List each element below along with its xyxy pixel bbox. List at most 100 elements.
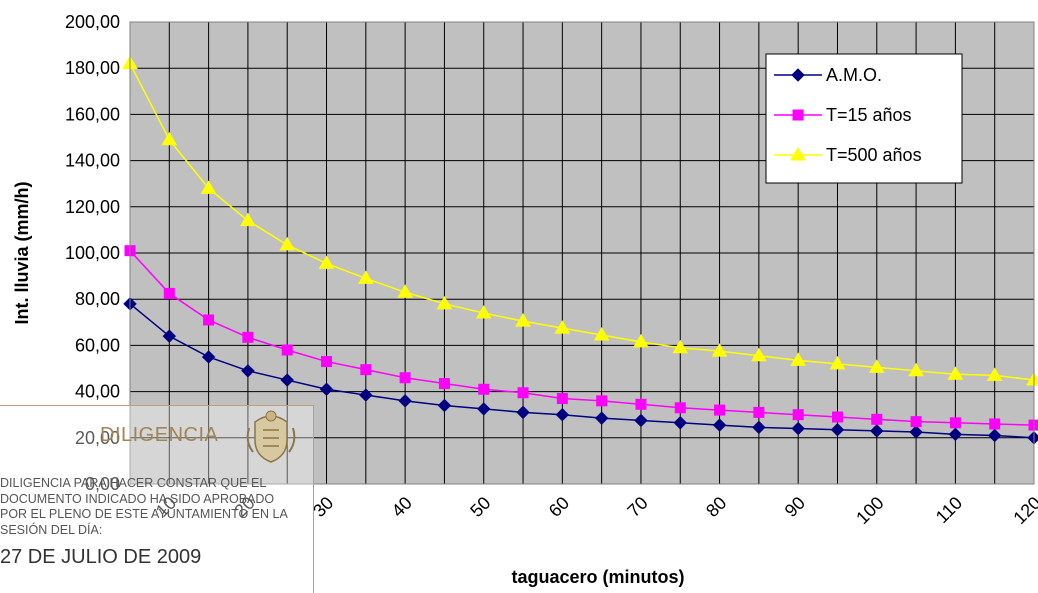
data-point bbox=[871, 413, 883, 425]
y-tick-label: 120,00 bbox=[65, 197, 120, 217]
y-tick-label: 100,00 bbox=[65, 243, 120, 263]
data-point bbox=[357, 270, 374, 284]
legend-entry: T=500 años bbox=[774, 145, 922, 165]
y-tick-label: 0,00 bbox=[85, 474, 120, 494]
x-axis-title: taguacero (minutos) bbox=[511, 567, 684, 587]
data-point bbox=[163, 287, 175, 299]
legend-marker bbox=[792, 109, 804, 121]
data-point bbox=[241, 364, 255, 378]
y-tick-label: 140,00 bbox=[65, 151, 120, 171]
legend-label: T=15 años bbox=[826, 105, 912, 125]
data-point bbox=[792, 409, 804, 421]
data-point bbox=[594, 411, 609, 425]
data-point bbox=[634, 413, 648, 428]
data-point bbox=[556, 393, 568, 405]
x-tick-label: 60 bbox=[545, 493, 573, 521]
x-tick-label: 50 bbox=[466, 493, 494, 521]
x-tick-label: 100 bbox=[852, 493, 887, 528]
data-point bbox=[242, 331, 254, 343]
data-point bbox=[790, 352, 807, 366]
data-point bbox=[672, 339, 689, 354]
data-point bbox=[517, 387, 529, 399]
data-point bbox=[240, 212, 256, 227]
data-point bbox=[791, 421, 805, 436]
data-point bbox=[438, 378, 450, 390]
y-tick-labels: 0,00 20,00 40,00 60,00 80,00 100,00 120,00 140,… bbox=[65, 12, 120, 494]
data-point bbox=[593, 327, 610, 341]
data-point bbox=[203, 314, 215, 326]
data-point bbox=[830, 423, 845, 437]
data-point bbox=[515, 313, 531, 327]
stamp-date: 27 DE JULIO DE 2009 bbox=[0, 546, 202, 568]
x-tick-label: 120 bbox=[1009, 493, 1038, 528]
data-point bbox=[279, 236, 296, 251]
data-point bbox=[477, 402, 491, 416]
data-point bbox=[280, 373, 294, 387]
data-point bbox=[516, 405, 530, 420]
data-point bbox=[987, 428, 1002, 443]
data-point bbox=[986, 367, 1003, 381]
data-point bbox=[399, 372, 411, 384]
x-tick-label: 40 bbox=[388, 493, 416, 521]
data-point bbox=[162, 329, 177, 343]
legend: A.M.O. T=15 años T=500 años bbox=[765, 53, 963, 184]
coat-of-arms-icon bbox=[246, 410, 296, 463]
stamp-title: DILIGENCIA bbox=[100, 424, 219, 446]
y-tick-label: 80,00 bbox=[75, 289, 120, 309]
x-tick-label: 110 bbox=[932, 493, 966, 527]
data-point bbox=[712, 418, 727, 432]
legend-label: T=500 años bbox=[826, 145, 922, 165]
y-tick-label: 20,00 bbox=[75, 428, 120, 448]
x-tick-label: 70 bbox=[623, 493, 651, 521]
data-point bbox=[360, 364, 372, 376]
data-point bbox=[478, 383, 490, 395]
data-point bbox=[596, 395, 608, 407]
y-tick-label: 200,00 bbox=[65, 12, 120, 32]
data-point bbox=[674, 402, 686, 414]
data-point bbox=[281, 344, 293, 356]
series-line bbox=[129, 250, 1035, 426]
data-point bbox=[949, 417, 961, 429]
stamp-text: DILIGENCIA PARA HACER CONSTAR QUE EL DOC… bbox=[0, 476, 288, 537]
data-point bbox=[829, 355, 846, 370]
data-point bbox=[753, 406, 765, 418]
y-tick-label: 180,00 bbox=[65, 58, 120, 78]
data-point bbox=[475, 305, 492, 319]
series-layer bbox=[122, 55, 1038, 445]
data-point bbox=[554, 320, 571, 334]
data-point bbox=[673, 416, 687, 430]
data-point bbox=[831, 411, 843, 423]
data-point bbox=[319, 382, 334, 396]
legend-entry: T=15 años bbox=[774, 105, 912, 125]
data-point bbox=[714, 404, 726, 416]
y-axis-title: Int. lluvia (mm/h) bbox=[12, 181, 32, 324]
series-line bbox=[129, 63, 1035, 381]
y-tick-label: 160,00 bbox=[65, 104, 120, 124]
series-0 bbox=[123, 297, 1038, 445]
legend-label: A.M.O. bbox=[826, 65, 882, 85]
y-tick-label: 60,00 bbox=[75, 335, 120, 355]
data-point bbox=[321, 356, 333, 368]
data-point bbox=[398, 394, 412, 408]
data-point bbox=[161, 131, 178, 146]
plot-border bbox=[129, 21, 1035, 485]
diligencia-stamp: DILIGENCIA DILIGENCIA PARA HACER CONSTAR… bbox=[0, 405, 314, 593]
data-point bbox=[868, 359, 885, 373]
data-point bbox=[635, 398, 647, 410]
data-point bbox=[200, 180, 217, 194]
data-point bbox=[910, 416, 922, 428]
data-point bbox=[750, 347, 767, 362]
data-point bbox=[989, 418, 1001, 430]
series-line bbox=[129, 303, 1035, 439]
data-point bbox=[909, 425, 923, 439]
x-tick-label: 80 bbox=[702, 493, 730, 521]
data-point bbox=[752, 420, 766, 435]
data-point bbox=[947, 366, 964, 380]
data-point bbox=[397, 284, 414, 298]
data-point bbox=[318, 255, 335, 269]
data-point bbox=[436, 295, 453, 310]
data-point bbox=[437, 398, 452, 413]
data-point bbox=[870, 424, 884, 438]
y-tick-label: 40,00 bbox=[75, 382, 120, 402]
